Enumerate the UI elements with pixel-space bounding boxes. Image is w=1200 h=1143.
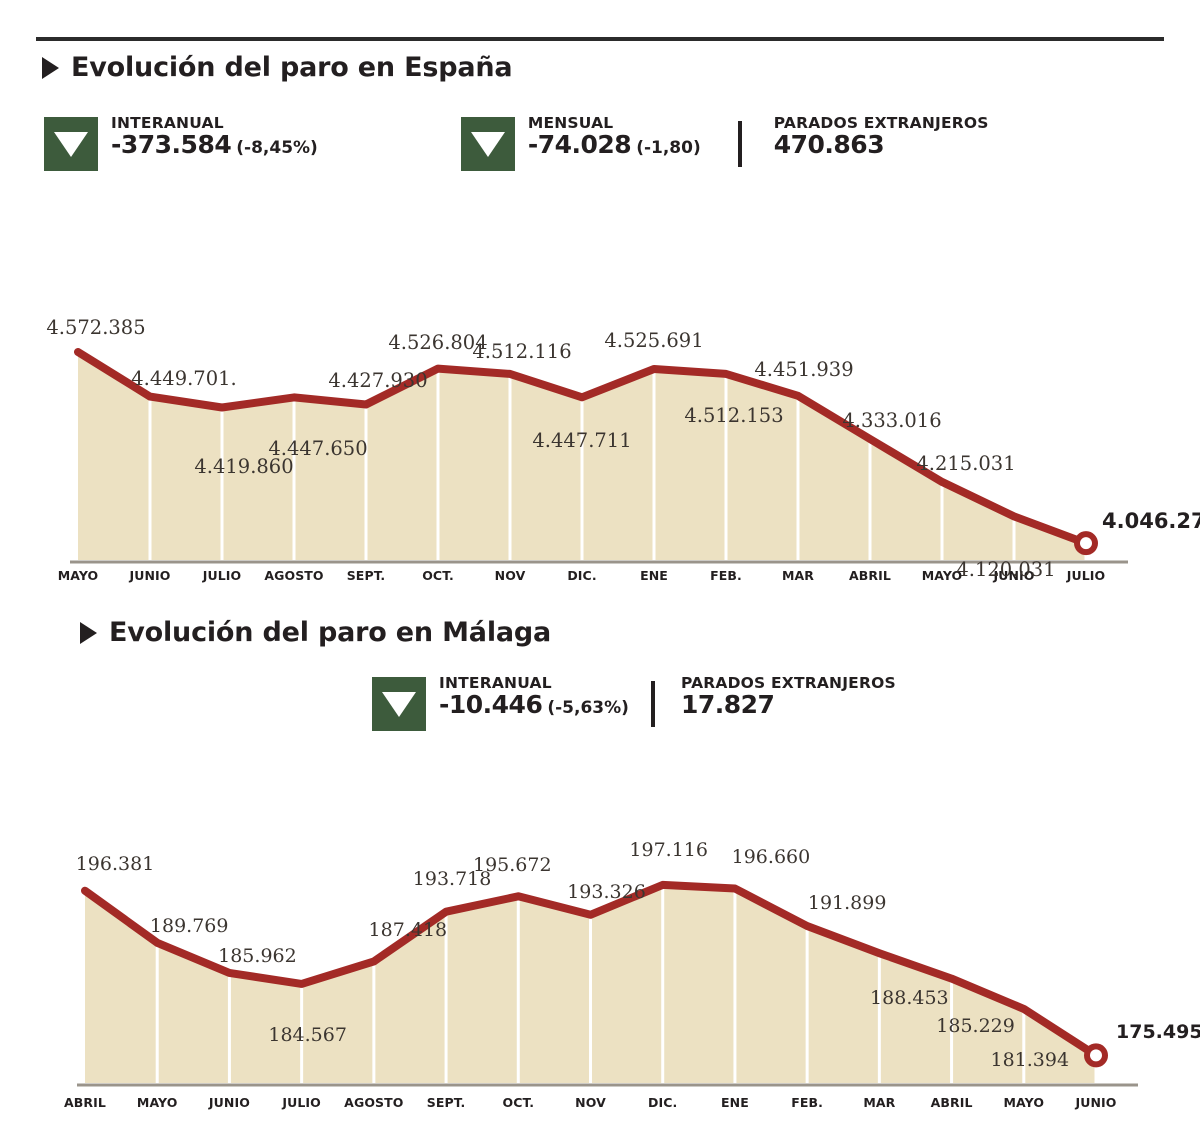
chart-espana-data-labels: 4.572.385 4.449.701. 4.419.860 4.447.650 4.4…: [0, 230, 1200, 590]
stat-label: INTERANUAL: [439, 674, 552, 692]
stat-value: 470.863: [773, 130, 885, 159]
section-title-espana: Evolución del paro en España: [71, 52, 513, 83]
down-arrow-icon: [372, 677, 426, 731]
down-arrow-icon: [460, 117, 515, 171]
stat-label: INTERANUAL: [111, 114, 224, 132]
top-divider-rule: [36, 37, 1164, 41]
stat-label: PARADOS EXTRANJEROS: [680, 674, 896, 692]
data-point-label: 4.525.691: [604, 328, 704, 352]
stat-percent: (-1,80): [636, 138, 701, 158]
chart-espana-svg: [70, 348, 1128, 564]
x-axis-tick-label: FEB.: [710, 568, 742, 583]
data-point-label: 4.046.276: [1102, 509, 1200, 534]
x-axis-tick-label: ABRIL: [930, 1095, 973, 1110]
x-axis-tick-label: ENE: [721, 1095, 749, 1110]
x-axis-tick-label: NOV: [494, 568, 526, 583]
dashed-separator-icon: [650, 681, 655, 727]
stats-row-espana: INTERANUAL -373.584 (-8,45%) MENSUAL -74…: [44, 114, 989, 171]
x-axis-tick-label: DIC.: [648, 1095, 678, 1110]
section-heading-espana: Evolución del paro en España: [42, 52, 513, 83]
x-axis-tick-label: MAR: [863, 1095, 896, 1110]
stat-parados-extranjeros-espana: PARADOS EXTRANJEROS 470.863: [773, 114, 989, 159]
data-point-label: 187.418: [368, 919, 448, 942]
x-axis-tick-label: SEPT.: [346, 568, 386, 583]
data-point-label: 195.672: [472, 854, 552, 877]
data-point-label: 4.447.711: [532, 429, 632, 453]
play-triangle-icon: [80, 621, 97, 644]
stat-percent: (-8,45%): [236, 138, 318, 158]
data-point-label: 185.229: [936, 1014, 1015, 1037]
x-axis-tick-label: JUNIO: [208, 1095, 250, 1110]
stats-row-malaga: INTERANUAL -10.446 (-5,63%) PARADOS EXTR…: [372, 674, 896, 731]
chart-malaga-data-labels: 196.381 189.769 185.962 184.567 187.418 193.7…: [0, 790, 1200, 1135]
data-point-label: 4.333.016: [842, 409, 942, 432]
x-axis-tick-label: JULIO: [1066, 568, 1106, 583]
x-axis-tick-label: OCT.: [422, 568, 454, 583]
data-point-label: 196.660: [731, 846, 811, 869]
data-point-label: 4.419.860: [194, 455, 294, 479]
dashed-separator-icon: [737, 121, 742, 167]
data-point-label: 4.512.116: [472, 339, 572, 363]
stat-mensual-espana: MENSUAL -74.028 (-1,80): [460, 114, 701, 171]
data-point-label: 4.215.031: [916, 451, 1016, 475]
data-point-label: 197.116: [629, 838, 708, 861]
section-title-malaga: Evolución del paro en Málaga: [109, 617, 552, 648]
x-axis-tick-label: JUNIO: [129, 568, 171, 583]
down-arrow-icon: [44, 117, 98, 171]
data-point-label: 189.769: [149, 914, 229, 937]
stat-percent: (-5,63%): [547, 698, 629, 718]
data-point-label: 4.526.804: [388, 330, 488, 354]
x-axis-tick-label: MAR: [781, 568, 815, 583]
data-point-label: 4.449.701.: [131, 366, 237, 390]
chart-espana: MAYO JUNIO JULIO AGOSTO SEPT. OCT. NOV DIC. ENE F…: [0, 230, 1200, 590]
x-axis-tick-label: MAYO: [136, 1095, 178, 1110]
data-point-label: 184.567: [268, 1023, 347, 1046]
data-point-label: 193.718: [412, 867, 492, 890]
x-axis-tick-label: ABRIL: [64, 1095, 106, 1110]
x-axis-tick-label: NOV: [575, 1095, 606, 1110]
stat-value: 17.827: [680, 690, 775, 719]
x-axis-tick-label: ENE: [640, 568, 668, 583]
x-axis-tick-label: SEPT.: [426, 1095, 466, 1110]
data-point-label: 175.495: [1116, 1021, 1200, 1044]
chart-malaga-svg: [77, 880, 1138, 1087]
data-point-label: 4.512.153: [684, 403, 784, 427]
stat-interanual-malaga: INTERANUAL -10.446 (-5,63%): [372, 674, 629, 731]
x-axis-tick-label: OCT.: [502, 1095, 535, 1110]
stat-value: -10.446: [439, 690, 543, 719]
stat-label: MENSUAL: [527, 114, 614, 132]
stat-value: -74.028: [527, 130, 632, 159]
stat-label: PARADOS EXTRANJEROS: [773, 114, 989, 132]
x-axis-tick-label: JUNIO: [993, 568, 1035, 583]
chart-malaga: ABRIL MAYO JUNIO JULIO AGOSTO SEPT. OCT. NOV DIC…: [0, 790, 1200, 1135]
section-heading-malaga: Evolución del paro en Málaga: [80, 617, 551, 648]
x-axis-tick-label: AGOSTO: [264, 568, 324, 583]
data-point-label: 4.451.939: [754, 357, 854, 381]
data-point-label: 196.381: [75, 852, 155, 875]
x-axis-tick-label: MAYO: [57, 568, 99, 583]
x-axis-tick-label: ABRIL: [849, 568, 891, 583]
x-axis-tick-label: JULIO: [282, 1095, 321, 1110]
x-axis-tick-label: DIC.: [567, 568, 597, 583]
x-axis-tick-label: JULIO: [202, 568, 242, 583]
x-axis-tick-label: FEB.: [791, 1095, 824, 1110]
data-point-label: 4.120.031: [956, 558, 1056, 582]
stat-interanual-espana: INTERANUAL -373.584 (-8,45%): [44, 114, 318, 171]
x-axis-tick-label: MAYO: [1003, 1095, 1045, 1110]
x-axis-tick-label: MAYO: [921, 568, 963, 583]
data-point-label: 181.394: [990, 1048, 1070, 1071]
stat-value: -373.584: [111, 130, 232, 159]
x-axis-tick-label: JUNIO: [1075, 1095, 1117, 1110]
stat-parados-extranjeros-malaga: PARADOS EXTRANJEROS 17.827: [680, 674, 896, 719]
data-point-label: 185.962: [218, 944, 297, 967]
data-point-label: 4.572.385: [46, 316, 146, 340]
play-triangle-icon: [42, 56, 59, 79]
data-point-label: 4.447.650: [268, 437, 368, 461]
data-point-label: 4.427.930: [328, 368, 428, 392]
x-axis-tick-label: AGOSTO: [344, 1095, 404, 1110]
data-point-label: 188.453: [870, 987, 949, 1010]
data-point-label: 193.326: [567, 880, 646, 903]
data-point-label: 191.899: [807, 892, 887, 915]
